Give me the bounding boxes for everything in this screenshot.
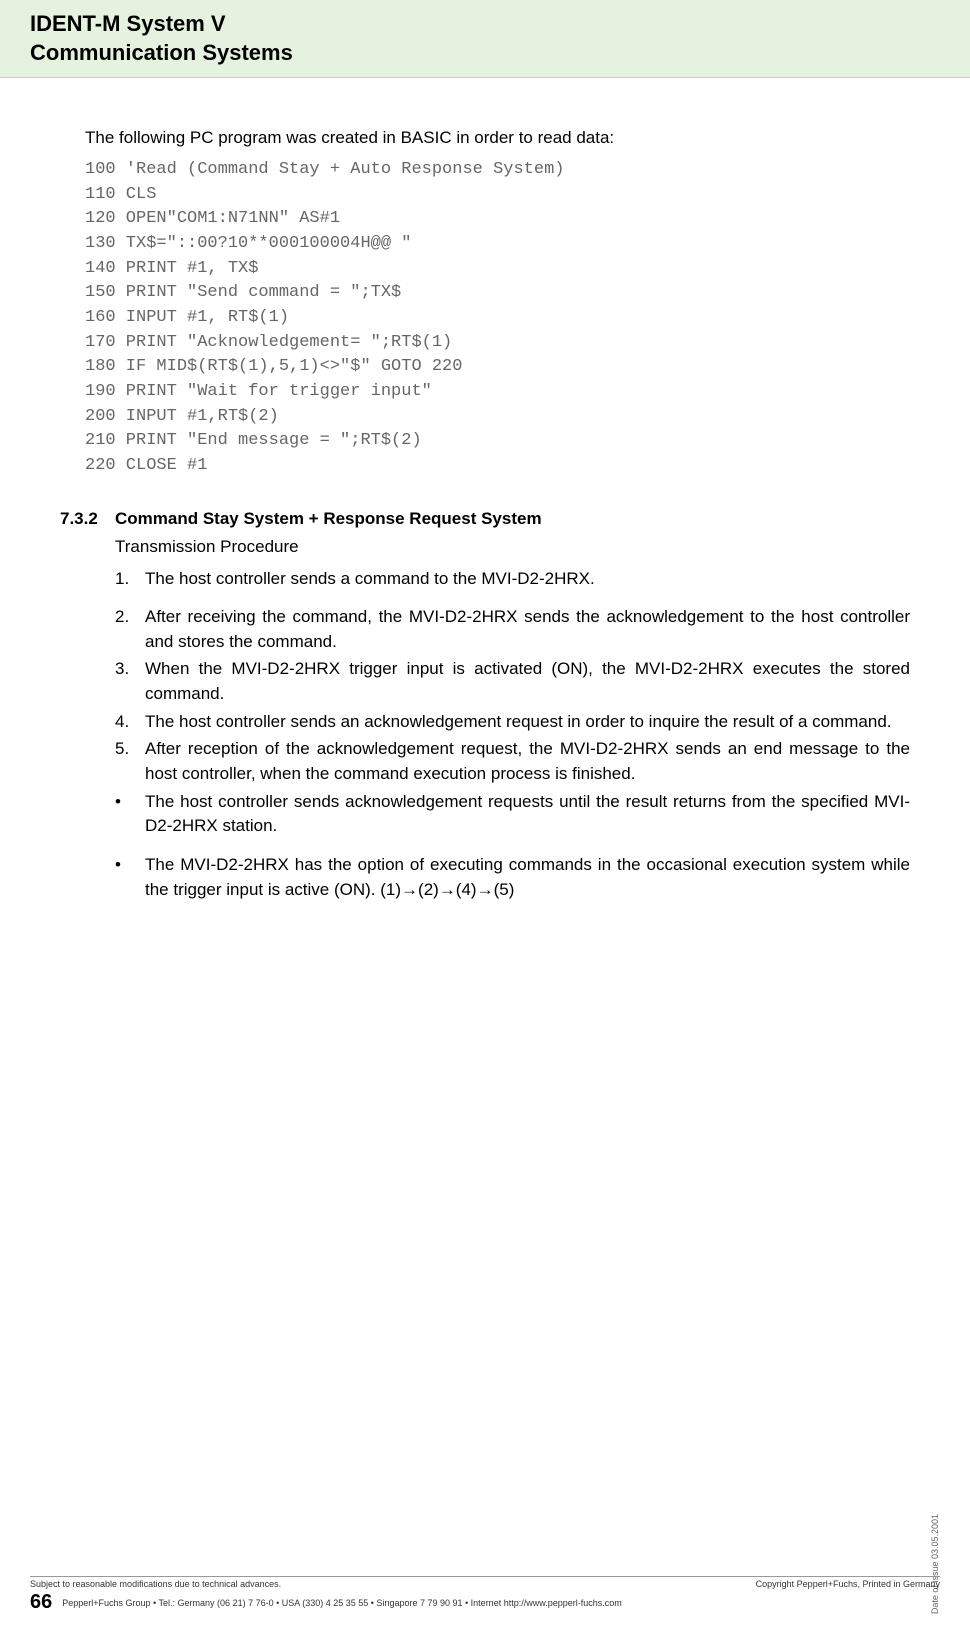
intro-paragraph: The following PC program was created in … [85,128,910,148]
list-text: The MVI-D2-2HRX has the option of execut… [145,855,910,899]
section-title: Command Stay System + Response Request S… [115,509,542,529]
list-item: • The MVI-D2-2HRX has the option of execu… [115,853,910,902]
list-marker: 3. [115,657,129,682]
basic-code-block: 100 'Read (Command Stay + Auto Response … [85,158,910,478]
procedure-list: 1. The host controller sends a command to… [115,567,910,903]
footer-bottom-row: 66 Pepperl+Fuchs Group • Tel.: Germany (… [30,1591,940,1614]
list-item: 4. The host controller sends an acknowled… [115,710,910,735]
list-marker: 2. [115,605,129,630]
list-text: The host controller sends a command to t… [145,569,595,588]
list-marker: • [115,790,121,815]
header-title-line2: Communication Systems [30,39,940,68]
list-item: • The host controller sends acknowledgeme… [115,790,910,839]
section-number: 7.3.2 [60,509,115,529]
footer-contact: Pepperl+Fuchs Group • Tel.: Germany (06 … [62,1598,622,1608]
footer-copyright: Copyright Pepperl+Fuchs, Printed in Germ… [756,1579,940,1589]
list-marker: 5. [115,737,129,762]
list-text: When the MVI-D2-2HRX trigger input is ac… [145,659,910,703]
subsection-title: Transmission Procedure [115,537,910,557]
list-marker: • [115,853,121,878]
document-content: The following PC program was created in … [0,78,970,902]
document-footer: Subject to reasonable modifications due … [0,1576,970,1614]
list-item: 5. After reception of the acknowledgement… [115,737,910,786]
header-title-line1: IDENT-M System V [30,10,940,39]
list-item: 2. After receiving the command, the MVI-D… [115,605,910,654]
list-item: 3. When the MVI-D2-2HRX trigger input is … [115,657,910,706]
list-text: After receiving the command, the MVI-D2-… [145,607,910,651]
footer-disclaimer: Subject to reasonable modifications due … [30,1579,281,1589]
footer-small-line: Subject to reasonable modifications due … [30,1576,940,1589]
document-header: IDENT-M System V Communication Systems [0,0,970,78]
list-item: 1. The host controller sends a command to… [115,567,910,592]
list-marker: 1. [115,567,129,592]
list-text: The host controller sends acknowledgemen… [145,792,910,836]
list-marker: 4. [115,710,129,735]
page-number: 66 [30,1591,52,1614]
list-text: After reception of the acknowledgement r… [145,739,910,783]
section-heading-row: 7.3.2 Command Stay System + Response Req… [60,509,910,529]
list-text: The host controller sends an acknowledge… [145,712,892,731]
